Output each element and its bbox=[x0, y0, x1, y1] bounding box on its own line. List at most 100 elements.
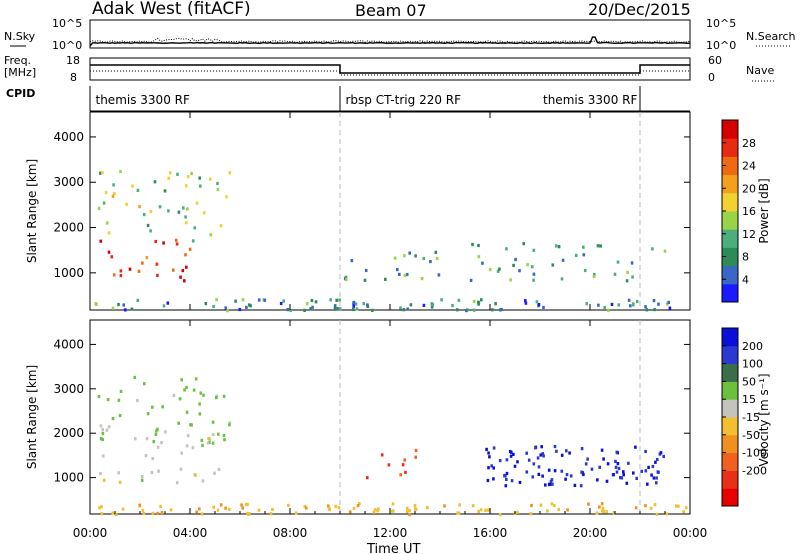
data-cell bbox=[656, 457, 659, 462]
data-cell bbox=[580, 447, 584, 451]
data-cell bbox=[549, 479, 553, 483]
data-cell bbox=[184, 215, 187, 219]
data-cell bbox=[512, 452, 515, 456]
data-cell bbox=[477, 509, 480, 514]
noise-tick-top-left: 10^5 bbox=[52, 17, 82, 30]
data-cell bbox=[227, 507, 231, 511]
data-cell bbox=[667, 300, 670, 304]
data-cell bbox=[208, 437, 212, 441]
data-cell bbox=[263, 298, 267, 302]
colorbar-cell bbox=[722, 247, 738, 267]
data-cell bbox=[213, 471, 216, 475]
data-cell bbox=[185, 265, 188, 269]
data-cell bbox=[516, 510, 519, 514]
data-cell bbox=[652, 476, 656, 480]
data-cell bbox=[635, 299, 639, 304]
velocity-panel-frame bbox=[89, 319, 691, 515]
data-cell bbox=[282, 299, 285, 303]
data-cell bbox=[630, 261, 634, 265]
data-cell bbox=[249, 304, 252, 308]
data-cell bbox=[560, 469, 564, 473]
data-cell bbox=[119, 269, 123, 273]
data-cell bbox=[542, 454, 545, 458]
data-cell bbox=[167, 209, 170, 213]
data-cell bbox=[509, 278, 512, 282]
data-cell bbox=[422, 256, 426, 261]
data-cell bbox=[644, 449, 647, 454]
data-cell bbox=[525, 451, 528, 455]
data-cell bbox=[532, 462, 536, 466]
data-cell bbox=[185, 184, 188, 188]
data-cell bbox=[663, 249, 667, 253]
data-cell bbox=[377, 507, 380, 511]
data-cell bbox=[508, 449, 512, 454]
data-cell bbox=[100, 505, 103, 509]
data-cell bbox=[409, 303, 413, 307]
data-cell bbox=[600, 509, 604, 513]
data-cell bbox=[573, 483, 577, 487]
data-cell bbox=[595, 511, 599, 515]
data-cell bbox=[303, 505, 307, 509]
data-cell bbox=[338, 298, 341, 302]
data-cell bbox=[564, 477, 567, 481]
data-cell bbox=[185, 385, 188, 390]
data-cell bbox=[219, 503, 223, 507]
data-cell bbox=[118, 480, 122, 484]
data-cell bbox=[310, 298, 314, 303]
colorbar-cell bbox=[722, 174, 738, 194]
data-cell bbox=[402, 308, 406, 312]
data-cell bbox=[185, 410, 189, 414]
velocity-colorbar: 200 100 50 15 -15 -50 -100 -200 bbox=[721, 327, 767, 507]
data-cell bbox=[198, 412, 202, 416]
data-cell bbox=[128, 267, 132, 271]
data-cell bbox=[434, 250, 438, 254]
data-cell bbox=[222, 394, 226, 398]
ytick-label: 1000 bbox=[53, 266, 84, 280]
data-cell bbox=[561, 258, 565, 262]
data-cell bbox=[362, 302, 365, 306]
data-cell bbox=[156, 445, 160, 449]
data-cell bbox=[612, 511, 616, 515]
data-cell bbox=[600, 448, 604, 452]
data-cell bbox=[178, 397, 182, 401]
data-cell bbox=[182, 206, 185, 210]
colorbar-cell bbox=[722, 488, 738, 507]
data-cell bbox=[212, 505, 215, 509]
cpid-marks: themis 3300 RF rbsp CT-trig 220 RF themis … bbox=[96, 86, 641, 111]
data-cell bbox=[569, 474, 573, 478]
cpid-segment-label: themis 3300 RF bbox=[96, 93, 190, 107]
data-cell bbox=[107, 250, 111, 254]
data-cell bbox=[651, 247, 654, 251]
data-cell bbox=[117, 398, 121, 402]
data-cell bbox=[491, 308, 494, 312]
colorbar-tick-label: 8 bbox=[742, 251, 749, 264]
data-cell bbox=[371, 308, 374, 312]
data-cell bbox=[431, 303, 435, 307]
data-cell bbox=[186, 434, 190, 438]
data-cell bbox=[531, 475, 535, 479]
data-cell bbox=[598, 465, 601, 469]
data-cell bbox=[586, 457, 589, 461]
data-cell bbox=[537, 465, 541, 469]
data-cell bbox=[646, 482, 649, 486]
data-cell bbox=[311, 305, 314, 309]
colorbar-cell bbox=[722, 120, 738, 139]
data-cell bbox=[457, 298, 461, 302]
data-cell bbox=[505, 471, 509, 476]
data-cell bbox=[99, 471, 102, 476]
data-cell bbox=[189, 423, 192, 427]
freq-panel-frame bbox=[89, 57, 691, 81]
data-cell bbox=[603, 305, 607, 310]
data-cell bbox=[119, 170, 122, 174]
data-cell bbox=[167, 176, 170, 180]
data-cell bbox=[345, 277, 348, 282]
data-cell bbox=[505, 458, 509, 462]
data-cell bbox=[101, 170, 104, 174]
data-cell bbox=[248, 512, 251, 516]
data-cell bbox=[541, 452, 545, 456]
data-cell bbox=[553, 444, 557, 449]
data-cell bbox=[150, 470, 154, 475]
data-cell bbox=[560, 277, 564, 281]
data-cell bbox=[328, 507, 331, 511]
